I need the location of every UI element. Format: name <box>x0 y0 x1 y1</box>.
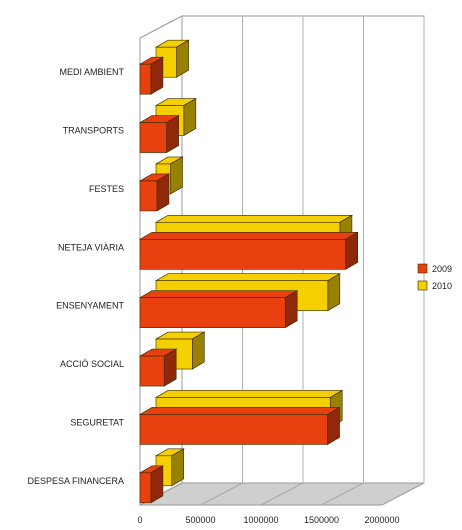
bar-front <box>139 472 152 504</box>
legend: 2009 2010 <box>417 263 452 291</box>
legend-label-2010: 2010 <box>432 281 452 291</box>
bar-2009-8 <box>138 465 164 504</box>
category-label: MEDI AMBIENT <box>59 67 124 77</box>
x-tick-label: 2000000 <box>364 515 399 525</box>
legend-swatch-2010 <box>417 280 428 291</box>
bar-2009-2 <box>138 115 180 154</box>
x-tick-labels: 0 500000 1000000 1500000 2000000 <box>137 515 399 525</box>
x-tick-label: 1500000 <box>304 515 339 525</box>
bar-top <box>154 390 344 398</box>
x-tick-label: 0 <box>137 515 142 525</box>
floor-gridline <box>260 482 304 506</box>
bar-top <box>138 232 359 240</box>
bar-2009-3 <box>138 173 171 212</box>
bar-2009-6 <box>138 348 178 387</box>
bar-front <box>139 180 158 212</box>
category-label: ACCIÓ SOCIAL <box>60 359 124 369</box>
legend-swatch-2009 <box>417 263 428 274</box>
bar-front <box>139 63 152 95</box>
legend-label-2009: 2009 <box>432 264 452 274</box>
bar-front <box>139 355 165 387</box>
floor-gridline <box>321 482 364 506</box>
category-label: TRANSPORTS <box>63 126 124 136</box>
bar-2009-1 <box>138 56 164 95</box>
category-label: DESPESA FINANCERA <box>27 476 124 486</box>
bar-2009-5 <box>138 290 299 329</box>
category-label: NETEJA VIÀRIA <box>58 242 124 252</box>
bars <box>138 39 359 504</box>
bar-front <box>139 297 286 328</box>
x-tick-label: 1000000 <box>243 515 278 525</box>
bar-front <box>139 239 346 270</box>
category-labels: MEDI AMBIENT TRANSPORTS FESTES NETEJA VIÀRI… <box>27 67 124 486</box>
bar-2009-4 <box>138 231 359 270</box>
category-label: ENSENYAMENT <box>56 301 124 311</box>
bar-top <box>154 273 341 281</box>
bar-2009-7 <box>138 406 341 445</box>
bar-top <box>138 290 299 298</box>
floor-gridline <box>381 482 425 506</box>
x-tick-label: 500000 <box>185 515 215 525</box>
floor-gridline <box>200 482 243 506</box>
bar-top <box>154 215 354 223</box>
bar-front <box>139 414 328 445</box>
category-label: SEGURETAT <box>70 417 124 427</box>
bar-front <box>139 122 167 153</box>
category-label: FESTES <box>89 184 124 194</box>
bar-top <box>138 407 341 415</box>
